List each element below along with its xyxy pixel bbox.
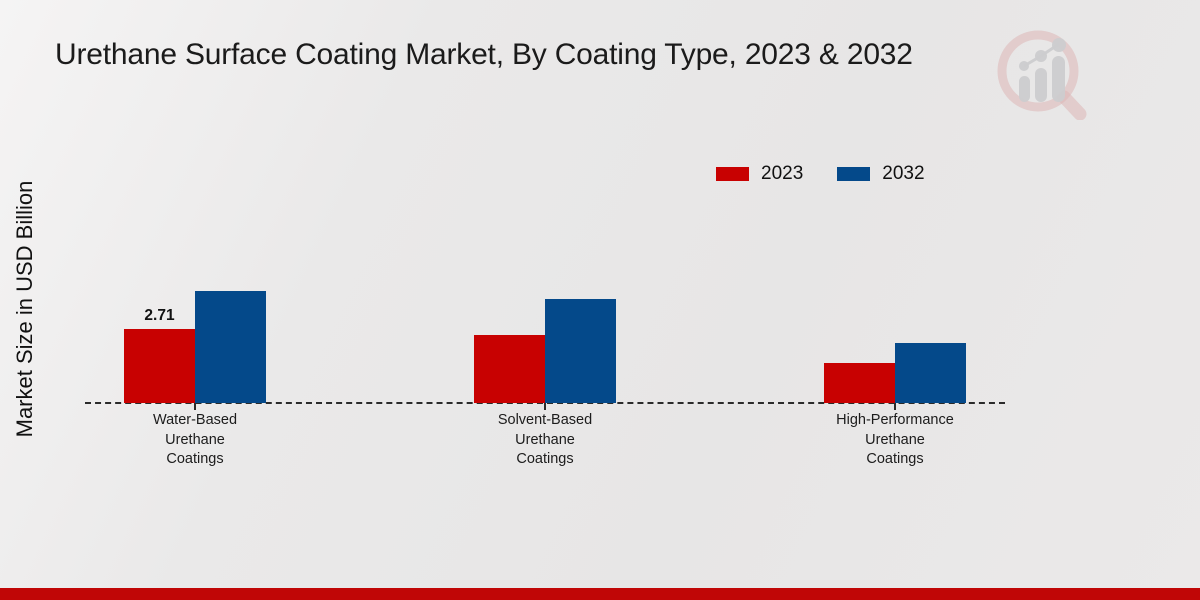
category-label-water-based-urethane-coatings: Water-Based Urethane Coatings [152,412,238,467]
legend-label-2032: 2032 [882,163,925,184]
bar-2032-solvent-based-urethane-coatings [545,299,616,403]
bar-2023-water-based-urethane-coatings [124,329,195,403]
legend: 2023 2032 [716,163,925,185]
bar-2023-high-performance-urethane-coatings [824,363,895,403]
footer-accent-bar [0,588,1200,600]
magnifier-bar-chart-logo-icon [997,30,1087,120]
bar-2032-high-performance-urethane-coatings [895,343,966,403]
category-label-solvent-based-urethane-coatings: Solvent-Based Urethane Coatings [497,412,593,467]
chart-title: Urethane Surface Coating Market, By Coat… [55,38,913,71]
category-label-high-performance-urethane-coatings: High-Performance Urethane Coatings [836,412,954,467]
legend-swatch-2032 [837,167,871,181]
legend-label-2023: 2023 [761,163,804,184]
bar-2023-solvent-based-urethane-coatings [474,335,545,403]
x-axis-tick [894,403,896,410]
bar-value-label: 2.71 [144,307,175,324]
bar-2032-water-based-urethane-coatings [195,291,266,403]
legend-item-2023: 2023 [716,163,803,185]
legend-swatch-2023 [716,167,749,181]
x-axis-tick [544,403,546,410]
legend-item-2032: 2032 [837,163,925,185]
x-axis-tick [194,403,196,410]
